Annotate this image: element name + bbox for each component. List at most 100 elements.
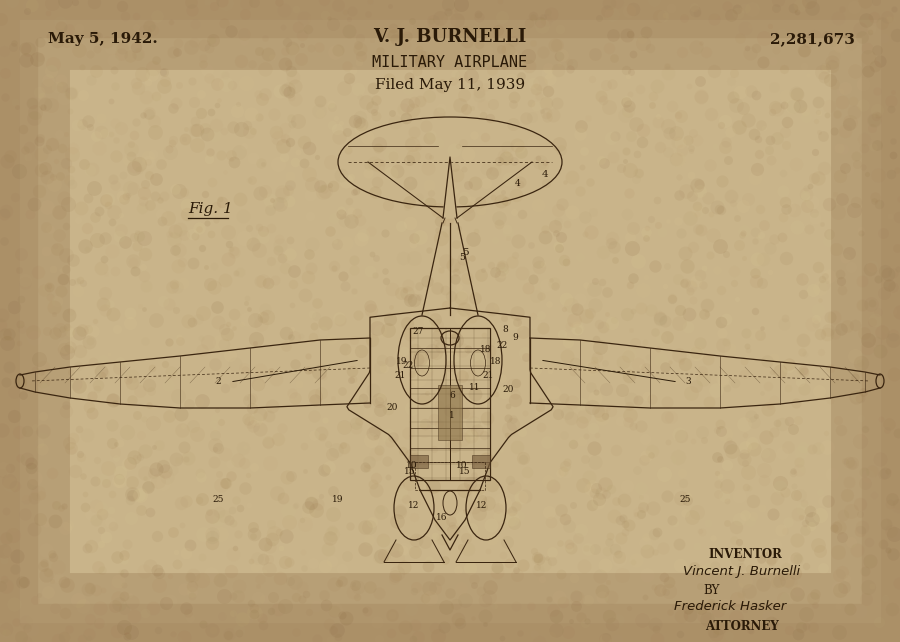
Point (19, 55, 33, 65)
Point (741, 194, 755, 204)
Point (206, 35, 220, 45)
Point (661, 397, 675, 408)
Point (454, 0, 468, 9)
Point (608, 254, 622, 265)
Point (860, 471, 875, 481)
Point (893, 307, 900, 317)
Point (771, 576, 786, 586)
Point (687, 2, 701, 12)
Point (463, 478, 477, 488)
Point (478, 177, 492, 187)
Point (591, 166, 606, 177)
Point (246, 401, 260, 411)
Point (426, 51, 440, 62)
Point (477, 594, 491, 605)
Point (773, 582, 788, 593)
Point (90, 455, 104, 465)
Point (465, 523, 480, 533)
Point (474, 270, 489, 280)
Text: Filed May 11, 1939: Filed May 11, 1939 (375, 78, 525, 92)
Point (516, 453, 530, 464)
Point (32, 186, 46, 196)
Point (116, 622, 130, 632)
Point (188, 125, 202, 135)
Point (40, 253, 54, 263)
Point (177, 134, 192, 144)
Text: 20: 20 (386, 404, 398, 413)
Point (706, 13, 721, 24)
Point (109, 579, 123, 589)
Point (462, 408, 476, 418)
Point (595, 277, 609, 287)
Point (354, 346, 368, 356)
Point (778, 313, 792, 324)
Point (834, 276, 849, 286)
Point (537, 223, 552, 234)
Point (770, 0, 785, 5)
Point (840, 321, 854, 331)
Point (494, 633, 508, 642)
Point (699, 300, 714, 310)
Point (158, 466, 172, 476)
Point (352, 215, 366, 225)
Point (203, 229, 218, 239)
Point (510, 308, 525, 318)
Text: INVENTOR: INVENTOR (708, 548, 782, 561)
Point (755, 254, 770, 265)
Point (743, 411, 758, 421)
Point (695, 366, 709, 376)
Point (784, 555, 798, 566)
Point (717, 141, 732, 152)
Point (344, 216, 358, 227)
Point (529, 101, 544, 111)
Point (532, 262, 546, 272)
Point (278, 531, 293, 541)
Point (511, 236, 526, 247)
Point (826, 37, 841, 48)
Point (806, 173, 821, 183)
Point (824, 395, 838, 405)
Point (405, 462, 419, 473)
Point (240, 293, 255, 303)
Point (678, 248, 692, 258)
Point (381, 430, 395, 440)
Point (142, 400, 157, 410)
Point (317, 590, 331, 600)
Point (508, 207, 522, 217)
Point (0, 424, 9, 435)
Point (493, 271, 508, 281)
Point (163, 571, 177, 581)
Point (32, 135, 47, 146)
Point (171, 186, 185, 196)
Point (832, 207, 846, 217)
Point (538, 107, 553, 117)
Point (46, 551, 60, 562)
Point (533, 157, 547, 167)
Point (515, 428, 529, 438)
Point (23, 0, 38, 10)
Point (796, 504, 810, 514)
Point (0, 13, 8, 24)
Point (857, 327, 871, 338)
Point (439, 337, 454, 347)
Point (327, 261, 341, 271)
Point (247, 92, 261, 102)
Point (94, 564, 109, 575)
Point (40, 587, 55, 597)
Point (50, 82, 64, 92)
Point (94, 503, 109, 513)
Point (859, 15, 873, 26)
Point (456, 193, 471, 204)
Point (653, 333, 668, 343)
Point (309, 311, 323, 321)
Point (245, 393, 259, 403)
Point (500, 413, 515, 423)
Point (0, 517, 14, 527)
Point (301, 351, 315, 361)
Point (7, 411, 22, 421)
Point (539, 98, 554, 108)
Point (161, 380, 176, 390)
Point (742, 467, 756, 478)
Point (319, 600, 333, 610)
Point (865, 123, 879, 134)
